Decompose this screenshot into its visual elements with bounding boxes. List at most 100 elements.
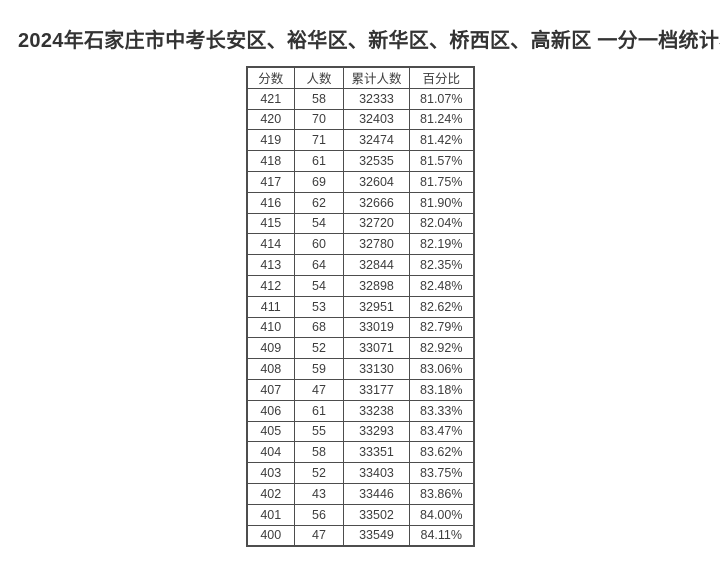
table-cell: 421 (246, 87, 295, 110)
table-row: 415 54 32720 82.04% (246, 212, 474, 235)
table-row: 414 60 32780 82.19% (246, 233, 474, 256)
header-score: 分数 (246, 66, 295, 89)
page-title: 2024年石家庄市中考长安区、裕华区、新华区、桥西区、高新区 一分一档统计表 (18, 30, 720, 52)
table-cell: 55 (294, 420, 344, 443)
table-cell: 406 (246, 399, 295, 422)
table-cell: 81.75% (409, 170, 474, 193)
table-cell: 410 (246, 316, 295, 339)
header-count: 人数 (294, 66, 344, 89)
table-row: 401 56 33502 84.00% (246, 503, 474, 526)
table-cell: 60 (294, 233, 344, 256)
table-cell: 53 (294, 295, 344, 318)
table-row: 416 62 32666 81.90% (246, 191, 474, 214)
table-cell: 416 (246, 191, 295, 214)
table-cell: 417 (246, 170, 295, 193)
table-row: 418 61 32535 81.57% (246, 150, 474, 172)
table-cell: 82.62% (409, 295, 474, 318)
table-cell: 61 (294, 399, 344, 422)
table-row: 400 47 33549 84.11% (246, 524, 474, 547)
table-cell: 32474 (343, 129, 410, 152)
table-cell: 54 (294, 274, 344, 297)
table-cell: 58 (294, 87, 344, 110)
table-cell: 32535 (343, 150, 410, 172)
table-cell: 401 (246, 503, 295, 526)
table-row: 419 71 32474 81.42% (246, 129, 474, 152)
table-cell: 83.18% (409, 378, 474, 401)
table-row: 402 43 33446 83.86% (246, 482, 474, 505)
table-row: 417 69 32604 81.75% (246, 170, 474, 193)
table-body: 421 58 32333 81.07% 420 70 32403 81.24% 419 71 324… (246, 87, 474, 547)
table-cell: 403 (246, 462, 295, 484)
table-cell: 419 (246, 129, 295, 152)
table-cell: 47 (294, 524, 344, 547)
table-cell: 83.75% (409, 462, 474, 484)
table-cell: 33446 (343, 482, 410, 505)
table-cell: 400 (246, 524, 295, 547)
table-cell: 32333 (343, 87, 410, 110)
table-cell: 33019 (343, 316, 410, 339)
table-cell: 81.07% (409, 87, 474, 110)
table-cell: 52 (294, 462, 344, 484)
table-cell: 59 (294, 358, 344, 380)
table-row: 410 68 33019 82.79% (246, 316, 474, 339)
table-cell: 56 (294, 503, 344, 526)
table-cell: 47 (294, 378, 344, 401)
table-row: 412 54 32898 82.48% (246, 274, 474, 297)
table-cell: 33238 (343, 399, 410, 422)
table-cell: 404 (246, 441, 295, 464)
header-cumulative-count: 累计人数 (343, 66, 410, 89)
table-cell: 83.33% (409, 399, 474, 422)
table-row: 420 70 32403 81.24% (246, 108, 474, 131)
table-cell: 408 (246, 358, 295, 380)
table-cell: 32604 (343, 170, 410, 193)
table-cell: 82.04% (409, 212, 474, 235)
table-cell: 405 (246, 420, 295, 443)
table-cell: 54 (294, 212, 344, 235)
table-cell: 71 (294, 129, 344, 152)
table-cell: 81.90% (409, 191, 474, 214)
table-cell: 414 (246, 233, 295, 256)
table-cell: 83.47% (409, 420, 474, 443)
table-cell: 69 (294, 170, 344, 193)
table-cell: 81.57% (409, 150, 474, 172)
table-cell: 33549 (343, 524, 410, 547)
table-cell: 61 (294, 150, 344, 172)
table-cell: 32898 (343, 274, 410, 297)
table-cell: 82.48% (409, 274, 474, 297)
table-cell: 32780 (343, 233, 410, 256)
table-cell: 33130 (343, 358, 410, 380)
table-cell: 33071 (343, 337, 410, 360)
table-row: 411 53 32951 82.62% (246, 295, 474, 318)
table-cell: 62 (294, 191, 344, 214)
table-cell: 68 (294, 316, 344, 339)
table-cell: 33502 (343, 503, 410, 526)
table-cell: 418 (246, 150, 295, 172)
table-cell: 70 (294, 108, 344, 131)
table-cell: 84.00% (409, 503, 474, 526)
table-row: 403 52 33403 83.75% (246, 462, 474, 484)
table-row: 421 58 32333 81.07% (246, 87, 474, 110)
table-cell: 84.11% (409, 524, 474, 547)
table-cell: 420 (246, 108, 295, 131)
table-cell: 32666 (343, 191, 410, 214)
table-cell: 407 (246, 378, 295, 401)
table-cell: 83.86% (409, 482, 474, 505)
header-percentage: 百分比 (409, 66, 474, 89)
table-cell: 33351 (343, 441, 410, 464)
table-cell: 82.35% (409, 254, 474, 276)
table-cell: 32403 (343, 108, 410, 131)
table-cell: 82.79% (409, 316, 474, 339)
score-distribution-table: 分数 人数 累计人数 百分比 421 58 32333 81.07% 420 70 3240… (245, 66, 475, 548)
table-cell: 81.24% (409, 108, 474, 131)
table-row: 409 52 33071 82.92% (246, 337, 474, 360)
table-cell: 82.19% (409, 233, 474, 256)
table-cell: 409 (246, 337, 295, 360)
table-row: 404 58 33351 83.62% (246, 441, 474, 464)
table-cell: 33293 (343, 420, 410, 443)
table-row: 407 47 33177 83.18% (246, 378, 474, 401)
table-row: 405 55 33293 83.47% (246, 420, 474, 443)
table-cell: 32951 (343, 295, 410, 318)
table-cell: 402 (246, 482, 295, 505)
table-cell: 33403 (343, 462, 410, 484)
table-cell: 32844 (343, 254, 410, 276)
